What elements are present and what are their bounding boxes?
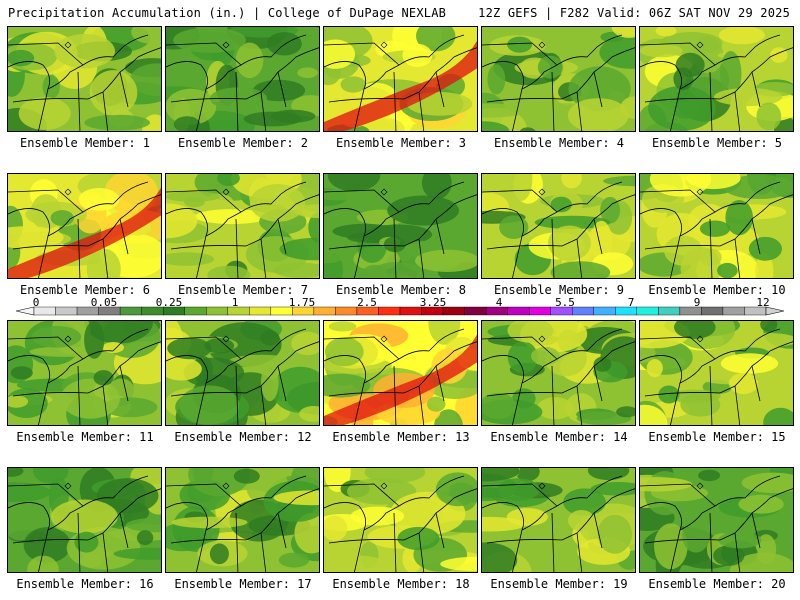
ensemble-member-map (639, 320, 794, 426)
ensemble-member-map (639, 173, 794, 279)
ensemble-member-map (7, 26, 162, 132)
colorbar-tick-label: 7 (627, 296, 635, 309)
colorbar-swatch (658, 306, 681, 316)
precip-colorbar (15, 306, 785, 316)
ensemble-member-map (7, 467, 162, 573)
colorbar-swatch (378, 306, 401, 316)
ensemble-member-label: Ensemble Member: 2 (177, 136, 309, 150)
ensemble-member-map (7, 173, 162, 279)
ensemble-member-label: Ensemble Member: 15 (648, 430, 786, 444)
ensemble-member-map (165, 173, 320, 279)
ensemble-member-map (165, 467, 320, 573)
ensemble-member-label: Ensemble Member: 4 (493, 136, 625, 150)
ensemble-member-map (481, 467, 636, 573)
colorbar-swatch (249, 306, 272, 316)
ensemble-member-label: Ensemble Member: 9 (493, 283, 625, 297)
ensemble-member-label: Ensemble Member: 20 (648, 577, 786, 591)
ensemble-member-label: Ensemble Member: 12 (174, 430, 312, 444)
colorbar-swatch (335, 306, 358, 316)
ensemble-member-label: Ensemble Member: 8 (335, 283, 467, 297)
ensemble-member-map (481, 26, 636, 132)
ensemble-member-label: Ensemble Member: 3 (335, 136, 467, 150)
ensemble-member-map (323, 467, 478, 573)
colorbar-swatch (442, 306, 465, 316)
colorbar-swatch (507, 306, 530, 316)
ensemble-member-label: Ensemble Member: 14 (490, 430, 628, 444)
colorbar-swatch (119, 306, 142, 316)
colorbar-swatch (464, 306, 487, 316)
colorbar-swatch (528, 306, 551, 316)
ensemble-member-map (323, 26, 478, 132)
ensemble-member-label: Ensemble Member: 17 (174, 577, 312, 591)
colorbar-swatch (313, 306, 336, 316)
ensemble-member-label: Ensemble Member: 19 (490, 577, 628, 591)
ensemble-member-map (323, 320, 478, 426)
ensemble-member-label: Ensemble Member: 6 (19, 283, 151, 297)
colorbar-swatch (572, 306, 594, 316)
colorbar-tick-label: 1.75 (288, 296, 316, 309)
ensemble-member-map (7, 320, 162, 426)
colorbar-tick-label: 0 (32, 296, 40, 309)
ensemble-member-label: Ensemble Member: 1 (19, 136, 151, 150)
colorbar-swatch (701, 306, 724, 316)
ensemble-member-map (165, 26, 320, 132)
colorbar-tick-label: 5.5 (555, 296, 575, 309)
ensemble-member-label: Ensemble Member: 11 (16, 430, 154, 444)
colorbar-swatch (722, 306, 745, 316)
ensemble-member-map (639, 467, 794, 573)
colorbar-swatch (184, 306, 207, 316)
colorbar-tick-label: 3.25 (419, 296, 447, 309)
ensemble-member-label: Ensemble Member: 7 (177, 283, 309, 297)
header-run-info: 12Z GEFS | F282 Valid: 06Z SAT NOV 29 20… (478, 6, 790, 20)
colorbar-swatch (206, 306, 228, 316)
ensemble-member-label: Ensemble Member: 13 (332, 430, 470, 444)
ensemble-member-map (323, 173, 478, 279)
colorbar-tick-label: 0.05 (90, 296, 118, 309)
ensemble-member-label: Ensemble Member: 16 (16, 577, 154, 591)
colorbar-tick-label: 0.25 (155, 296, 183, 309)
ensemble-member-map (481, 173, 636, 279)
ensemble-member-map (165, 320, 320, 426)
header-title: Precipitation Accumulation (in.) | Colle… (8, 6, 447, 20)
colorbar-swatch (399, 306, 422, 316)
colorbar-swatch (636, 306, 659, 316)
colorbar-tick-label: 2.5 (357, 296, 377, 309)
ensemble-member-label: Ensemble Member: 5 (651, 136, 783, 150)
colorbar-tick-label: 4 (495, 296, 503, 309)
colorbar-swatch (55, 306, 78, 316)
ensemble-member-label: Ensemble Member: 10 (648, 283, 786, 297)
colorbar-swatch (593, 306, 616, 316)
colorbar-tick-label: 12 (756, 296, 770, 309)
colorbar-tick-label: 9 (693, 296, 701, 309)
ensemble-member-map (639, 26, 794, 132)
ensemble-member-label: Ensemble Member: 18 (332, 577, 470, 591)
colorbar-tick-label: 1 (231, 296, 239, 309)
ensemble-member-map (481, 320, 636, 426)
